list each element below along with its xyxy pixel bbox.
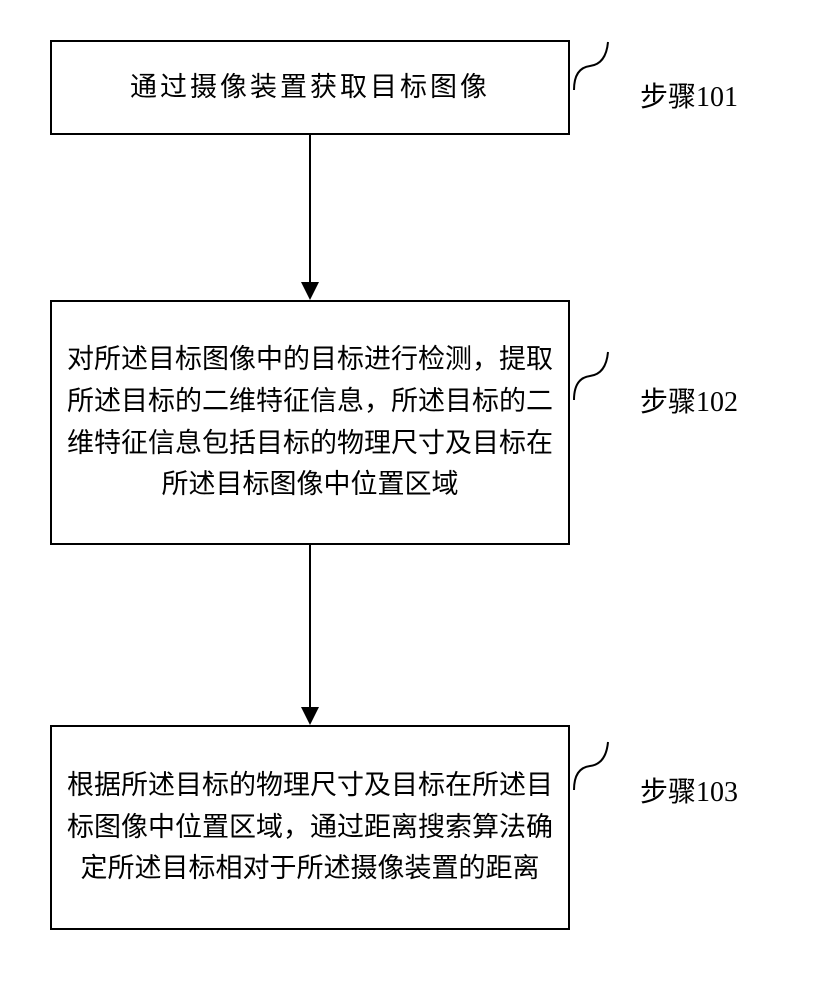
node-text: 根据所述目标的物理尺寸及目标在所述目标图像中位置区域，通过距离搜索算法确定所述目…: [66, 765, 554, 891]
flowchart-edge: [309, 545, 311, 708]
arrow-head-icon: [301, 707, 319, 725]
node-text: 对所述目标图像中的目标进行检测，提取所述目标的二维特征信息，所述目标的二维特征信…: [66, 339, 554, 506]
node-text: 通过摄像装置获取目标图像: [130, 67, 490, 109]
brace-icon: [572, 740, 614, 792]
step-label-103: 步骤103: [640, 770, 738, 810]
flowchart-edge: [309, 135, 311, 283]
flowchart-node-step101: 通过摄像装置获取目标图像: [50, 40, 570, 135]
step-label-101: 步骤101: [640, 75, 738, 115]
step-label-102: 步骤102: [640, 380, 738, 420]
flowchart-canvas: 通过摄像装置获取目标图像 步骤101 对所述目标图像中的目标进行检测，提取所述目…: [0, 0, 836, 1000]
brace-icon: [572, 40, 614, 92]
arrow-head-icon: [301, 282, 319, 300]
flowchart-node-step102: 对所述目标图像中的目标进行检测，提取所述目标的二维特征信息，所述目标的二维特征信…: [50, 300, 570, 545]
flowchart-node-step103: 根据所述目标的物理尺寸及目标在所述目标图像中位置区域，通过距离搜索算法确定所述目…: [50, 725, 570, 930]
brace-icon: [572, 350, 614, 402]
